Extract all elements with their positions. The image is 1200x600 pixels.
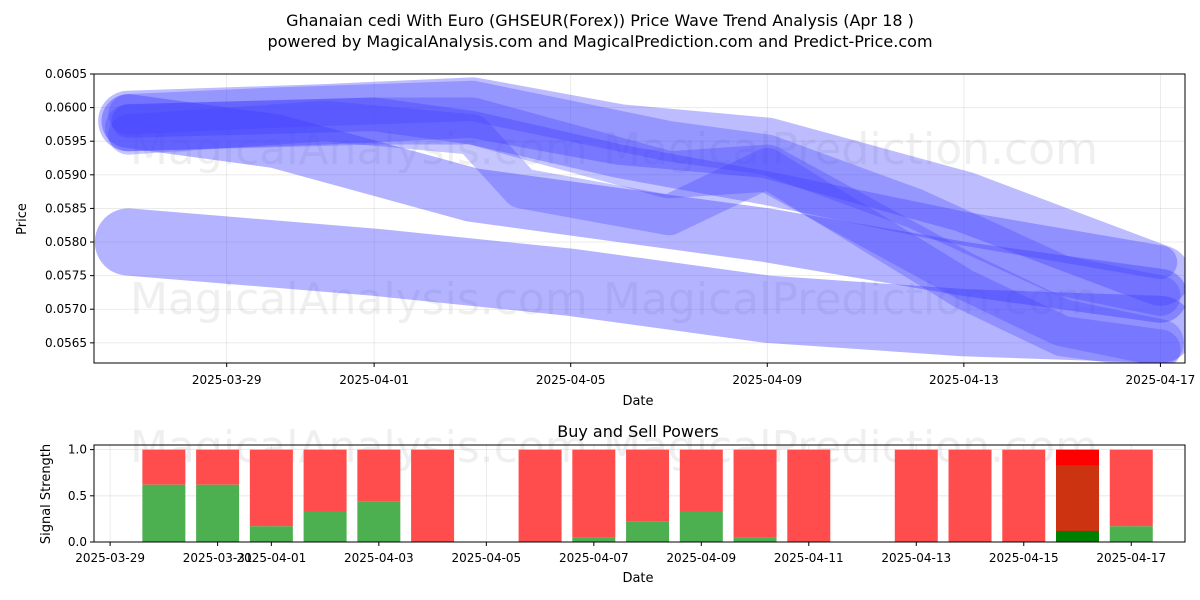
top-y-tick-label: 0.0585 (45, 201, 87, 215)
chart-title: Ghanaian cedi With Euro (GHSEUR(Forex)) … (286, 11, 914, 30)
bottom-x-tick-label: 2025-04-17 (1096, 551, 1166, 565)
wave-band (94, 208, 1185, 363)
sell-power-bar (142, 449, 186, 485)
watermark-top-right: MagicalPrediction.com (603, 124, 1098, 175)
sell-power-bar (894, 449, 938, 542)
top-x-tick-label: 2025-04-17 (1126, 373, 1196, 387)
bottom-y-tick-label: 0.5 (68, 489, 87, 503)
bottom-x-tick-label: 2025-04-03 (344, 551, 414, 565)
top-x-tick-label: 2025-04-05 (536, 373, 606, 387)
watermark-mid-left: MagicalAnalysis.com (130, 274, 588, 325)
bottom-plot-frame (93, 444, 1186, 543)
top-x-tick-label: 2025-04-01 (339, 373, 409, 387)
price-wave-plot: 0.0565 0.0570 0.0575 0.0580 0.0585 0.0590 0.05… (45, 67, 1195, 387)
sell-power-bar (1002, 449, 1046, 542)
sell-power-bar (303, 449, 347, 512)
sell-power-bar (787, 449, 831, 542)
buy-power-bar (142, 484, 186, 542)
buy-power-bar (303, 511, 347, 542)
bottom-x-tick-label: 2025-04-13 (881, 551, 951, 565)
sell-power-bar (249, 449, 293, 527)
sell-power-bar (733, 449, 777, 538)
sell-power-bar (679, 449, 723, 512)
bottom-x-tick-label: 2025-04-15 (989, 551, 1059, 565)
sell-power-bar (948, 449, 992, 542)
bottom-x-tick-label: 2025-03-29 (75, 551, 145, 565)
top-y-tick-label: 0.0600 (45, 101, 87, 115)
wave-band (98, 77, 1185, 306)
bottom-x-tick-label: 2025-04-01 (236, 551, 306, 565)
buy-power-bar (679, 511, 723, 542)
buy-power-bar (733, 537, 777, 542)
bottom-y-axis-label: Signal Strength (39, 444, 54, 544)
buy-power-bar (249, 526, 293, 542)
buy-power-bar (196, 484, 240, 542)
bottom-y-tick-label: 1.0 (68, 443, 87, 457)
bottom-x-tick-label: 2025-04-05 (451, 551, 521, 565)
chart-subtitle: powered by MagicalAnalysis.com and Magic… (267, 32, 932, 51)
bottom-y-tick-label: 0.0 (68, 535, 87, 549)
top-y-tick-label: 0.0575 (45, 269, 87, 283)
sell-power-bar (572, 449, 616, 538)
sell-power-bar (411, 449, 455, 542)
mixed-power-bar (1056, 465, 1100, 531)
bottom-x-tick-label: 2025-04-07 (559, 551, 629, 565)
bottom-x-tick-label: 2025-03-31 (183, 551, 253, 565)
top-y-tick-label: 0.0580 (45, 235, 87, 249)
bottom-x-axis-label: Date (622, 571, 653, 586)
wave-band (111, 97, 1178, 280)
sell-power-bar (357, 449, 401, 502)
sell-power-bar (196, 449, 240, 485)
watermark-mid-right: MagicalPrediction.com (603, 274, 1098, 325)
buy-power-bar (1056, 530, 1100, 542)
top-plot-frame (93, 73, 1186, 364)
wave-band (108, 100, 1181, 363)
top-x-tick-label: 2025-04-09 (732, 373, 802, 387)
top-y-tick-label: 0.0590 (45, 168, 87, 182)
wave-bands (94, 77, 1185, 363)
buy-power-bar (626, 521, 670, 542)
top-y-tick-label: 0.0565 (45, 336, 87, 350)
bottom-chart-title: Buy and Sell Powers (557, 422, 719, 441)
top-x-axis-label: Date (622, 394, 653, 409)
sell-power-bar (518, 449, 562, 542)
top-y-tick-label: 0.0570 (45, 302, 87, 316)
buy-power-bar (357, 501, 401, 542)
wave-band (104, 97, 1184, 363)
bottom-x-tick-label: 2025-04-09 (666, 551, 736, 565)
buy-power-bar (572, 537, 616, 542)
wave-band (108, 80, 1181, 316)
sell-power-bar (1109, 449, 1153, 527)
watermark-top-left: MagicalAnalysis.com (130, 124, 588, 175)
top-y-tick-label: 0.0605 (45, 67, 87, 81)
sell-power-bar (626, 449, 670, 522)
top-x-tick-label: 2025-03-29 (192, 373, 262, 387)
wave-band (101, 94, 1185, 323)
buy-power-bar (1109, 526, 1153, 542)
top-x-tick-label: 2025-04-13 (929, 373, 999, 387)
top-y-tick-label: 0.0595 (45, 134, 87, 148)
bottom-x-tick-label: 2025-04-11 (774, 551, 844, 565)
top-y-axis-label: Price (15, 203, 30, 235)
